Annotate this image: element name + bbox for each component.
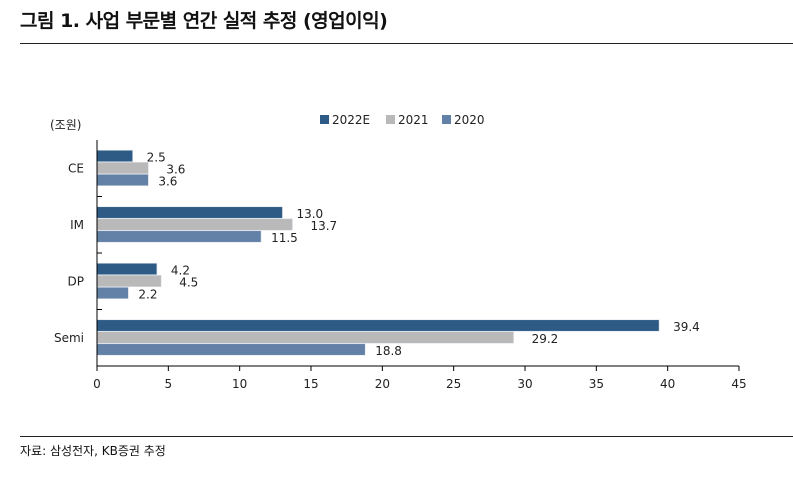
bar-DP-2020 — [96, 286, 129, 300]
data-label-Semi-2021: 29.2 — [532, 332, 559, 346]
title-divider — [20, 43, 793, 44]
legend-label-2020: 2020 — [454, 113, 485, 127]
legend-swatch-2022E — [320, 115, 329, 124]
data-label-CE-2021: 3.6 — [166, 162, 185, 176]
x-tick-label: 15 — [303, 377, 318, 391]
x-tick-label: 20 — [375, 377, 390, 391]
data-label-IM-2021: 13.7 — [310, 219, 337, 233]
unit-label: (조원) — [50, 118, 81, 132]
data-label-DP-2021: 4.5 — [179, 275, 198, 289]
category-label-Semi: Semi — [54, 331, 84, 345]
data-label-CE-2020: 3.6 — [158, 174, 177, 188]
bar-CE-2022E — [96, 149, 133, 163]
category-label-IM: IM — [70, 218, 84, 232]
bar-CE-2020 — [96, 173, 149, 187]
bar-Semi-2020 — [96, 343, 366, 356]
data-label-IM-2020: 11.5 — [271, 231, 298, 245]
data-label-DP-2020: 2.2 — [138, 287, 157, 301]
legend-label-2021: 2021 — [398, 113, 429, 127]
bar-IM-2021 — [96, 218, 293, 231]
footer-divider — [20, 436, 793, 437]
bar-Semi-2022E — [96, 319, 660, 332]
data-label-Semi-2020: 18.8 — [375, 344, 402, 358]
data-label-IM-2022E: 13.0 — [296, 207, 323, 221]
source-note: 자료: 삼성전자, KB증권 추정 — [20, 444, 166, 458]
legend-swatch-2020 — [442, 115, 451, 124]
data-label-DP-2022E: 4.2 — [171, 263, 190, 277]
x-tick-label: 45 — [731, 377, 746, 391]
bar-IM-2022E — [96, 206, 283, 219]
legend-swatch-2021 — [386, 115, 395, 124]
data-label-Semi-2022E: 39.4 — [673, 320, 700, 334]
bar-Semi-2021 — [96, 331, 514, 344]
legend-label-2022E: 2022E — [332, 113, 370, 127]
x-tick-label: 25 — [446, 377, 461, 391]
figure-title: 그림 1. 사업 부문별 연간 실적 추정 (영업이익) — [20, 10, 388, 32]
data-label-CE-2022E: 2.5 — [147, 150, 166, 164]
category-label-DP: DP — [68, 274, 84, 288]
x-tick-label: 5 — [165, 377, 173, 391]
bar-IM-2020 — [96, 230, 262, 243]
bar-DP-2021 — [96, 274, 162, 288]
bar-CE-2021 — [96, 161, 149, 175]
x-tick-label: 35 — [589, 377, 604, 391]
x-tick-label: 30 — [517, 377, 532, 391]
x-tick-label: 0 — [93, 377, 101, 391]
x-tick-label: 40 — [660, 377, 675, 391]
x-tick-label: 10 — [232, 377, 247, 391]
bar-DP-2022E — [96, 262, 158, 276]
category-label-CE: CE — [68, 161, 84, 175]
